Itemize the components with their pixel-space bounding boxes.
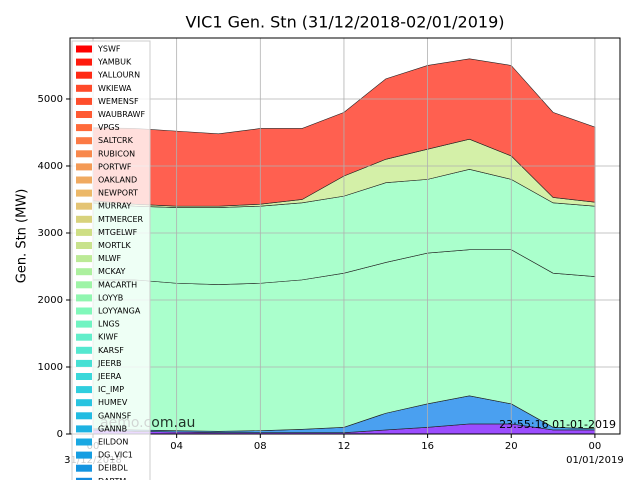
legend-swatch bbox=[76, 373, 92, 380]
x-tick-label: 04 bbox=[170, 441, 183, 452]
legend-swatch bbox=[76, 438, 92, 446]
legend-label: MTGELWF bbox=[98, 228, 138, 237]
legend-swatch bbox=[76, 359, 92, 367]
x-tick-label: 08 bbox=[254, 441, 267, 452]
legend-label: SALTCRK bbox=[98, 136, 134, 145]
legend-label: WKIEWA bbox=[98, 84, 132, 93]
legend-label: VPGS bbox=[98, 123, 120, 132]
legend-label: GANNSF bbox=[98, 411, 132, 420]
legend-swatch bbox=[76, 242, 92, 249]
legend-label: NEWPORT bbox=[98, 189, 138, 198]
legend-swatch bbox=[76, 477, 92, 480]
legend-label: DG_VIC1 bbox=[98, 451, 133, 460]
legend-swatch bbox=[76, 163, 92, 171]
legend-swatch bbox=[76, 268, 92, 276]
legend-label: OAKLAND bbox=[98, 176, 137, 185]
x-tick-label: 00 bbox=[589, 441, 602, 452]
y-tick-label: 4000 bbox=[38, 161, 63, 172]
legend-label: YAMBUK bbox=[97, 58, 132, 67]
legend-label: RUBICON bbox=[98, 149, 135, 158]
legend-swatch bbox=[76, 137, 92, 145]
legend-label: MCKAY bbox=[98, 267, 125, 276]
legend-swatch bbox=[76, 281, 92, 289]
plot-frame bbox=[69, 37, 621, 435]
y-tick-label: 3000 bbox=[38, 228, 63, 239]
legend-swatch bbox=[76, 346, 92, 354]
legend-swatch bbox=[76, 150, 92, 158]
legend-label: KARSF bbox=[98, 346, 124, 355]
legend-swatch bbox=[76, 255, 92, 263]
legend-swatch bbox=[76, 451, 92, 459]
legend-swatch bbox=[76, 386, 92, 394]
legend-label: HUMEV bbox=[98, 398, 128, 407]
y-tick-label: 1000 bbox=[38, 362, 63, 373]
x-date-label: 01/01/2019 bbox=[566, 455, 624, 466]
y-tick-label: 2000 bbox=[38, 295, 63, 306]
legend-label: WAUBRAWF bbox=[98, 110, 145, 119]
legend-label: PORTWF bbox=[98, 162, 132, 171]
legend-swatch bbox=[76, 176, 92, 184]
legend-label: MLWF bbox=[98, 254, 122, 263]
legend-swatch bbox=[76, 45, 92, 53]
legend-swatch bbox=[76, 425, 92, 433]
legend-label: MTMERCER bbox=[98, 215, 144, 224]
legend-label: IC_IMP bbox=[98, 385, 124, 394]
legend-label: LOYYB bbox=[98, 293, 123, 302]
legend-label: KIWF bbox=[98, 333, 119, 342]
legend-label: MURRAY bbox=[98, 202, 131, 211]
legend-label: LNGS bbox=[98, 320, 120, 329]
legend-swatch bbox=[76, 189, 92, 197]
legend-label: WEMENSF bbox=[98, 97, 139, 106]
legend-label: LOYYANGA bbox=[98, 307, 141, 316]
legend-label: MACARTH bbox=[98, 280, 137, 289]
legend-label: JEERB bbox=[97, 359, 122, 368]
legend-label: JEERA bbox=[97, 372, 122, 381]
y-tick-label: 5000 bbox=[38, 94, 63, 105]
legend-swatch bbox=[76, 464, 92, 472]
x-tick-label: 12 bbox=[338, 441, 351, 452]
timestamp: 23:55:16 01-01-2019 bbox=[499, 418, 616, 431]
x-tick-label: 16 bbox=[421, 441, 434, 452]
legend-swatch bbox=[76, 399, 92, 407]
legend-swatch bbox=[76, 228, 92, 236]
legend-label: DEIBDL bbox=[98, 464, 128, 473]
legend-swatch bbox=[76, 124, 92, 132]
legend-label: EILDON bbox=[98, 438, 128, 447]
y-axis-label: Gen. Stn (MW) bbox=[15, 189, 30, 284]
chart-title: VIC1 Gen. Stn (31/12/2018-02/01/2019) bbox=[185, 13, 504, 32]
legend-swatch bbox=[76, 97, 92, 105]
legend-swatch bbox=[76, 412, 92, 420]
legend-swatch bbox=[76, 58, 92, 66]
legend-swatch bbox=[76, 111, 92, 118]
legend-swatch bbox=[76, 71, 92, 79]
legend-swatch bbox=[76, 320, 92, 328]
legend-swatch bbox=[76, 84, 92, 92]
y-tick-label: 0 bbox=[57, 429, 63, 440]
x-tick-label: 20 bbox=[505, 441, 518, 452]
legend-swatch bbox=[76, 202, 92, 210]
legend-label: GANNB bbox=[98, 424, 127, 433]
legend-label: YALLOURN bbox=[97, 71, 140, 80]
legend-swatch bbox=[76, 307, 92, 315]
legend-swatch bbox=[76, 333, 92, 341]
legend-swatch bbox=[76, 215, 92, 223]
legend-label: DARTM bbox=[98, 477, 126, 480]
legend-label: MORTLK bbox=[98, 241, 132, 250]
legend-label: YSWF bbox=[97, 45, 121, 54]
legend-swatch bbox=[76, 294, 92, 302]
